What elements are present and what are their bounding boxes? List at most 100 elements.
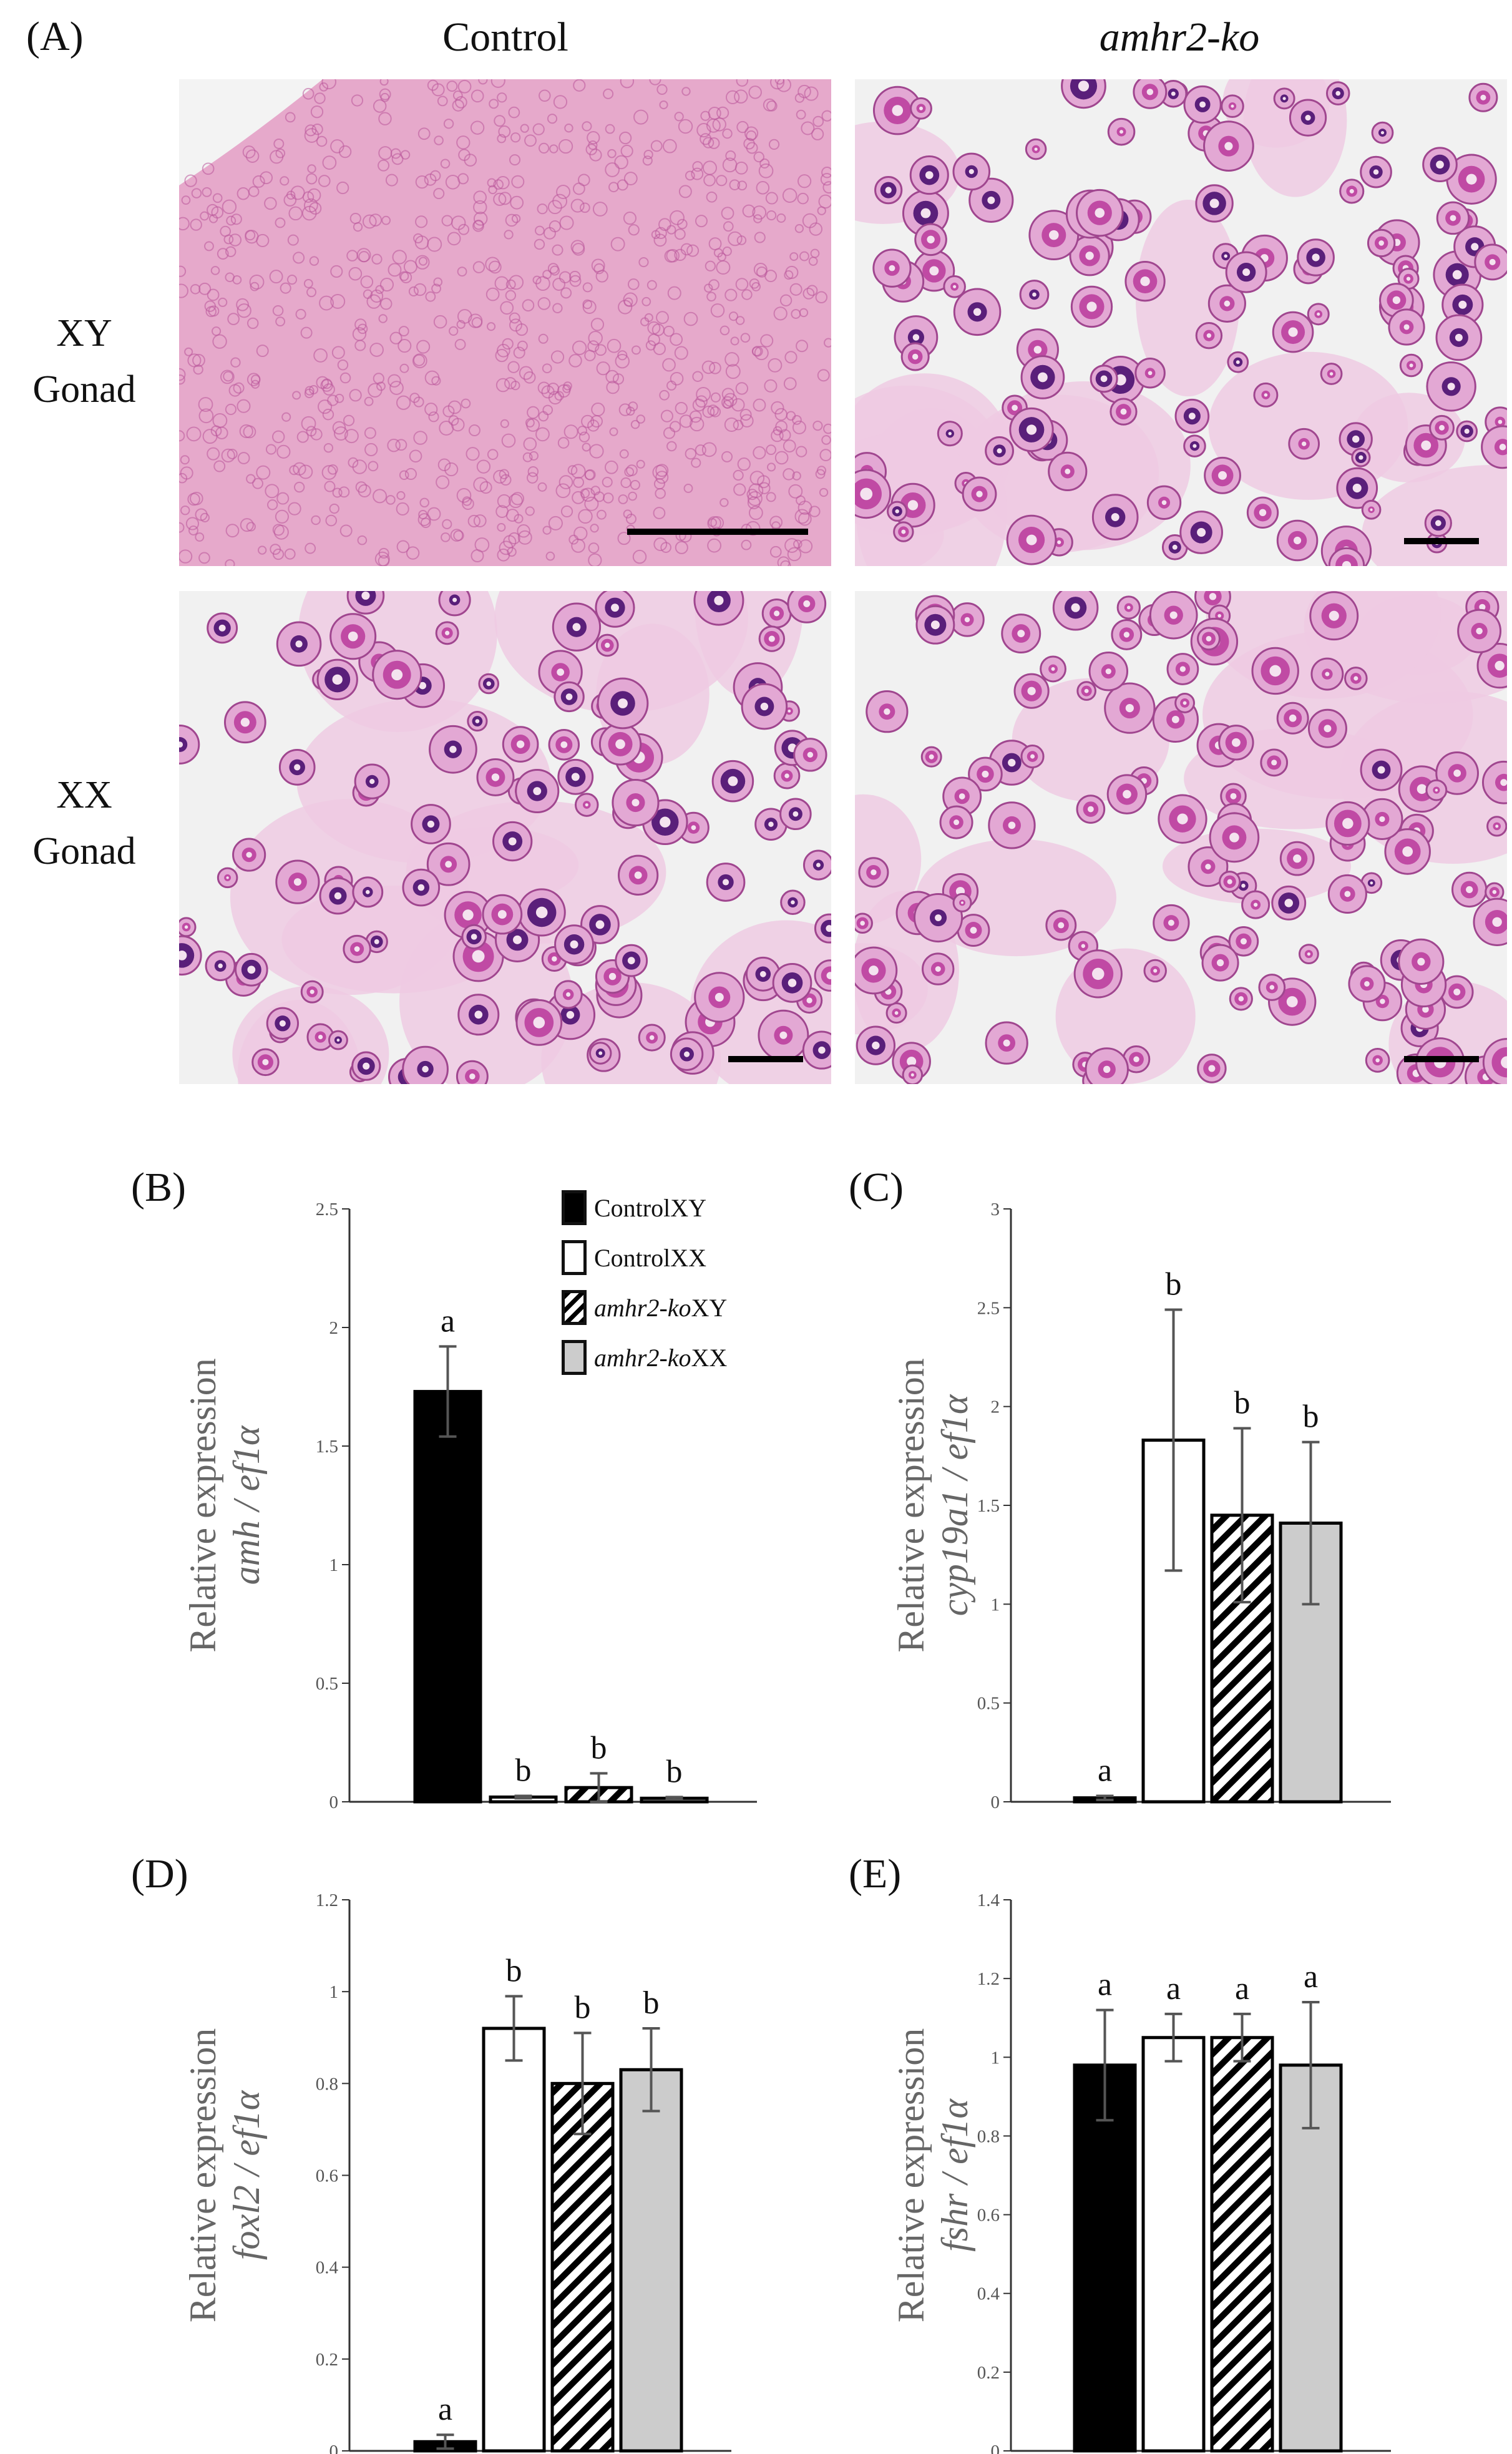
y-tick-label: 1.5 (316, 1437, 338, 1457)
chart-c: 0 0.5 1 1.5 2 2.5 3 a b b b Relative expression cyp1… (890, 1200, 1391, 1812)
micrograph-xy-amhr2ko (855, 79, 1507, 566)
significance-label: a (1098, 1967, 1112, 2003)
significance-label: a (438, 2392, 452, 2427)
y-tick-label: 0.2 (977, 2363, 1000, 2383)
significance-label: a (441, 1303, 455, 1339)
y-tick-label: 0.2 (316, 2350, 338, 2370)
legend-label-pre: amhr2-ko (594, 1293, 691, 1322)
row-label-xy: XY (56, 312, 112, 354)
row-label-xx-gonad-text: Gonad (32, 829, 136, 873)
y-tick-label: 0 (329, 2442, 339, 2454)
row-label-xy-gonad: XY Gonad (0, 306, 168, 418)
y-tick-label: 0.5 (316, 1674, 338, 1694)
significance-label: b (666, 1754, 683, 1789)
scale-bar (1404, 1056, 1479, 1062)
bar (482, 2026, 546, 2453)
y-tick-label: 0.8 (316, 2074, 338, 2094)
y-axis-label: Relative expression (890, 1358, 932, 1653)
bar (1073, 2063, 1137, 2453)
y-tick-label: 2.5 (316, 1200, 338, 1220)
panel-e-label: (E) (849, 1851, 902, 1897)
significance-label: b (1303, 1399, 1319, 1435)
y-tick-label: 2.5 (977, 1298, 1000, 1318)
legend-label-pre: Control (594, 1243, 671, 1272)
y-tick-label: 2 (991, 1397, 1000, 1417)
scale-bar (627, 529, 808, 535)
bar (1141, 2036, 1206, 2453)
y-tick-label: 2 (329, 1318, 339, 1338)
panel-a-label: (A) (26, 14, 84, 59)
y-axis-gene-label: fshr / ef1α (934, 2098, 975, 2252)
row-label-xy-gonad-text: Gonad (32, 368, 136, 411)
y-tick-label: 0.4 (316, 2258, 339, 2278)
y-tick-label: 1 (329, 1555, 339, 1575)
legend-label-post: XX (691, 1343, 728, 1372)
bar (619, 2068, 683, 2453)
significance-label: b (591, 1730, 607, 1766)
y-axis-label: Relative expression (182, 1358, 223, 1653)
y-axis-gene-label: foxl2 / ef1α (226, 2090, 267, 2260)
panel-c-label: (C) (849, 1165, 904, 1210)
y-tick-label: 1 (329, 1982, 339, 2002)
y-tick-label: 0.4 (977, 2284, 1000, 2304)
bar (1279, 2063, 1343, 2453)
legend-item-amhr2ko-xy: amhr2-ko XY (562, 1283, 830, 1332)
y-tick-label: 1.4 (977, 1890, 1000, 1910)
legend-swatch-white (562, 1240, 587, 1275)
micrograph-xy-control (179, 79, 831, 566)
chart-e: 0 0.2 0.4 0.6 0.8 1 1.2 1.4 a a a a Relative express… (890, 1890, 1391, 2454)
bar (550, 2081, 615, 2453)
y-tick-label: 0.6 (316, 2166, 338, 2186)
legend-label-post: XY (691, 1293, 728, 1322)
micrograph-xx-amhr2ko (855, 591, 1507, 1084)
chart-b: 0 0.5 1 1.5 2 2.5 a b b b Relative expression amh /… (182, 1200, 757, 1812)
legend: Control XY Control XX amhr2-ko XY amhr2-ko… (562, 1183, 830, 1382)
panel-d-label: (D) (131, 1851, 188, 1897)
legend-swatch-black (562, 1190, 587, 1225)
legend-swatch-hatched (562, 1290, 587, 1325)
chart-d: 0 0.2 0.4 0.6 0.8 1 1.2 a b b b Relative expression… (182, 1890, 731, 2454)
scale-bar (728, 1056, 803, 1062)
significance-label: b (643, 1985, 660, 2021)
significance-label: a (1304, 1959, 1318, 1995)
y-axis-gene-label: cyp19a1 / ef1α (934, 1394, 975, 1616)
y-axis-label: Relative expression (890, 2028, 932, 2323)
legend-label-post: XY (670, 1193, 707, 1222)
significance-label: b (506, 1953, 522, 1989)
legend-item-amhr2ko-xx: amhr2-ko XX (562, 1332, 830, 1382)
y-tick-label: 0 (991, 1792, 1000, 1812)
y-tick-label: 0 (991, 2442, 1000, 2454)
significance-label: a (1166, 1971, 1181, 2007)
y-tick-label: 1.2 (977, 1969, 1000, 1989)
significance-label: b (575, 1990, 591, 2025)
y-tick-label: 3 (991, 1200, 1000, 1220)
testis-texture (179, 79, 831, 566)
significance-label: a (1235, 1971, 1249, 2007)
y-tick-label: 1.5 (977, 1496, 1000, 1516)
legend-item-control-xx: Control XX (562, 1233, 830, 1283)
significance-label: b (515, 1753, 532, 1789)
scale-bar (1404, 538, 1479, 544)
row-label-xx: XX (56, 774, 112, 816)
legend-label-pre: amhr2-ko (594, 1343, 691, 1372)
bar (413, 1390, 482, 1804)
y-tick-label: 0.5 (977, 1694, 1000, 1714)
ovary-texture (179, 591, 831, 1084)
legend-label-post: XX (670, 1243, 707, 1272)
significance-label: b (1166, 1267, 1182, 1303)
y-tick-label: 1 (991, 1595, 1000, 1615)
ovary-texture (855, 591, 1507, 1084)
y-tick-label: 0.6 (977, 2206, 1000, 2226)
significance-label: a (1098, 1753, 1112, 1789)
y-axis-gene-label: amh / ef1α (226, 1425, 267, 1585)
legend-item-control-xy: Control XY (562, 1183, 830, 1233)
y-axis-label: Relative expression (182, 2028, 223, 2323)
bar (1210, 2036, 1274, 2453)
legend-label-pre: Control (594, 1193, 671, 1222)
significance-label: b (1234, 1386, 1251, 1421)
micrograph-xx-control (179, 591, 831, 1084)
row-label-xx-gonad: XX Gonad (0, 768, 168, 880)
y-tick-label: 1.2 (316, 1890, 338, 1910)
column-title-amhr2-ko: amhr2-ko (1099, 14, 1260, 60)
